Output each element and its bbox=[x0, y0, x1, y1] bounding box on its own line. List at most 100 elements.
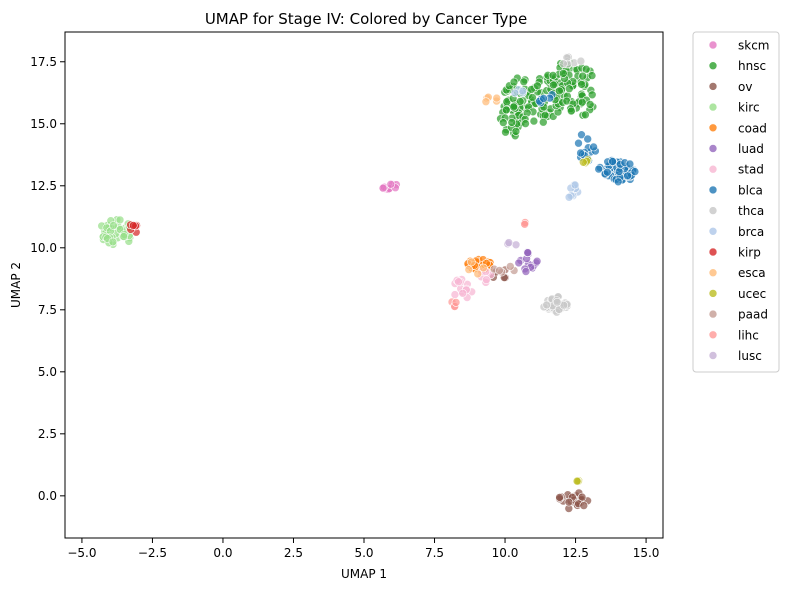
point-thca bbox=[552, 297, 562, 307]
point-ov bbox=[577, 492, 587, 502]
point-hnsc bbox=[548, 71, 558, 80]
y-tick-label: 0.0 bbox=[38, 489, 57, 503]
point-hnsc bbox=[515, 97, 525, 106]
legend-marker-brca bbox=[708, 227, 718, 236]
y-axis-label: UMAP 2 bbox=[9, 262, 23, 308]
point-esca bbox=[467, 257, 476, 267]
legend-items: skcm hnsc ov kirc coad luad stad blca thca brca ki… bbox=[708, 39, 770, 363]
point-hnsc bbox=[538, 117, 548, 127]
legend-label-coad: coad bbox=[738, 121, 767, 135]
point-esca bbox=[464, 265, 474, 274]
point-esca bbox=[481, 97, 491, 106]
legend-marker-hnsc bbox=[708, 61, 718, 70]
legend-marker-ucec bbox=[708, 289, 718, 298]
point-hnsc bbox=[549, 80, 558, 90]
point-kirc bbox=[108, 237, 118, 247]
point-blca bbox=[583, 134, 593, 144]
legend-marker-paad bbox=[708, 309, 718, 319]
legend-label-kirc: kirc bbox=[738, 101, 760, 115]
point-blca bbox=[630, 167, 640, 176]
point-blca bbox=[613, 177, 623, 187]
point-esca bbox=[479, 263, 488, 273]
legend-label-ucec: ucec bbox=[738, 287, 766, 301]
point-blca bbox=[625, 159, 635, 169]
point-hnsc bbox=[585, 100, 595, 109]
legend-marker-ov bbox=[708, 82, 718, 91]
point-luad bbox=[521, 267, 531, 276]
point-ucec bbox=[578, 158, 588, 167]
legend-marker-kirp bbox=[708, 247, 718, 257]
point-hnsc bbox=[528, 93, 537, 102]
legend-label-kirp: kirp bbox=[738, 246, 761, 260]
x-axis-label: UMAP 1 bbox=[341, 567, 387, 581]
point-brca bbox=[564, 193, 574, 202]
y-tick-label: 7.5 bbox=[38, 303, 57, 317]
x-tick-label: 7.5 bbox=[425, 546, 444, 560]
legend-marker-kirc bbox=[708, 102, 718, 112]
legend-marker-stad bbox=[708, 164, 718, 174]
point-hnsc bbox=[581, 110, 590, 120]
point-stad bbox=[458, 288, 468, 298]
point-hnsc bbox=[498, 118, 508, 127]
point-hnsc bbox=[511, 127, 521, 136]
point-kirp bbox=[129, 221, 138, 230]
point-blca bbox=[576, 148, 585, 158]
x-tick-label: 10.0 bbox=[492, 546, 519, 560]
point-stad bbox=[482, 275, 491, 285]
point-hnsc bbox=[507, 118, 517, 127]
point-hnsc bbox=[564, 84, 574, 93]
point-blca bbox=[602, 167, 612, 177]
points-layer bbox=[97, 52, 640, 513]
point-kirc bbox=[109, 221, 118, 230]
point-hnsc bbox=[578, 71, 588, 81]
point-lihc bbox=[520, 220, 530, 229]
point-hnsc bbox=[558, 69, 568, 78]
legend-marker-lihc bbox=[708, 330, 718, 340]
point-hnsc bbox=[501, 127, 510, 137]
point-hnsc bbox=[509, 102, 519, 112]
point-ucec bbox=[572, 476, 582, 486]
legend-marker-skcm bbox=[708, 40, 718, 50]
point-skcm bbox=[386, 180, 396, 189]
point-lusc bbox=[511, 240, 521, 250]
legend-label-thca: thca bbox=[738, 204, 764, 218]
legend-frame bbox=[692, 31, 780, 373]
point-hnsc bbox=[577, 97, 587, 107]
point-blca bbox=[589, 142, 598, 152]
legend-label-paad: paad bbox=[738, 308, 768, 322]
point-stad bbox=[454, 277, 463, 287]
point-ov bbox=[555, 493, 564, 502]
point-hnsc bbox=[587, 71, 597, 80]
y-tick-label: 15.0 bbox=[30, 117, 57, 131]
legend-marker-luad bbox=[708, 144, 718, 153]
y-tick-label: 12.5 bbox=[30, 179, 57, 193]
point-thca bbox=[559, 59, 568, 69]
point-esca bbox=[492, 93, 502, 103]
legend-label-skcm: skcm bbox=[738, 39, 770, 53]
point-hnsc bbox=[519, 77, 529, 87]
point-luad bbox=[532, 256, 542, 266]
point-blca bbox=[623, 171, 632, 181]
point-hnsc bbox=[587, 90, 597, 100]
y-tick-label: 10.0 bbox=[30, 241, 57, 255]
point-blca bbox=[608, 157, 617, 166]
x-tick-label: 5.0 bbox=[354, 546, 373, 560]
point-ov bbox=[579, 501, 589, 510]
legend-marker-esca bbox=[708, 268, 718, 278]
x-tick-label: −2.5 bbox=[138, 546, 167, 560]
x-tick-label: 2.5 bbox=[284, 546, 303, 560]
point-paad bbox=[505, 262, 515, 271]
point-hnsc bbox=[529, 116, 539, 126]
point-brca bbox=[518, 86, 528, 96]
legend-label-esca: esca bbox=[738, 266, 766, 280]
point-hnsc bbox=[521, 119, 530, 128]
point-esca bbox=[473, 269, 483, 279]
point-kirc bbox=[119, 232, 129, 241]
legend-label-ov: ov bbox=[738, 80, 752, 94]
point-brca bbox=[570, 180, 580, 190]
legend-marker-lusc bbox=[708, 351, 718, 360]
point-kirc bbox=[115, 215, 125, 225]
point-blca bbox=[614, 167, 624, 176]
point-hnsc bbox=[581, 64, 591, 74]
